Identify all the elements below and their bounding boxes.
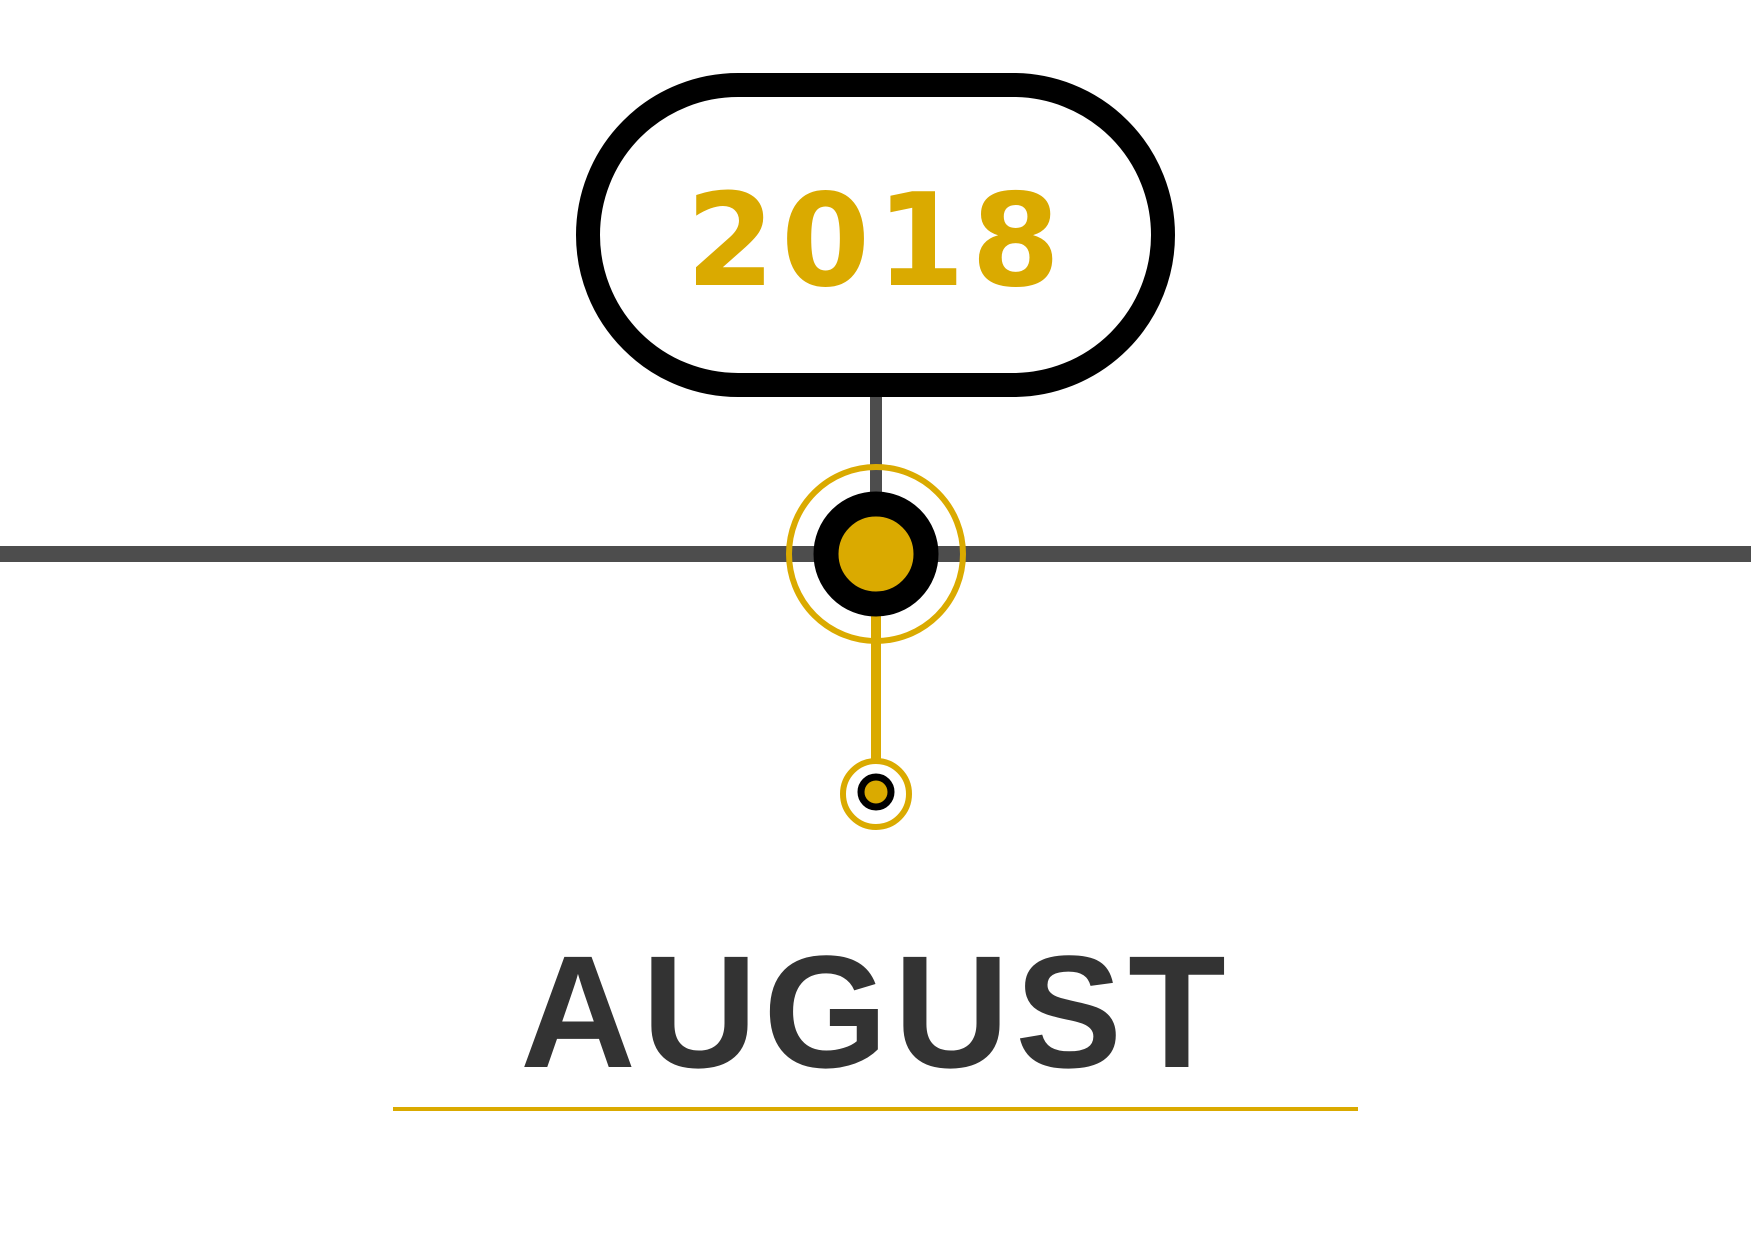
month-label: AUGUST	[520, 922, 1232, 1101]
marker-black-ring	[857, 773, 895, 811]
node-black-ring	[813, 491, 939, 617]
marker-stem	[871, 600, 881, 780]
month-underline	[393, 1107, 1358, 1111]
year-connector	[870, 388, 882, 498]
year-pill	[576, 73, 1175, 397]
node-outer-ring	[786, 464, 966, 644]
shadow-cutoff	[0, 885, 1751, 1251]
year-label: 2018	[686, 167, 1066, 316]
